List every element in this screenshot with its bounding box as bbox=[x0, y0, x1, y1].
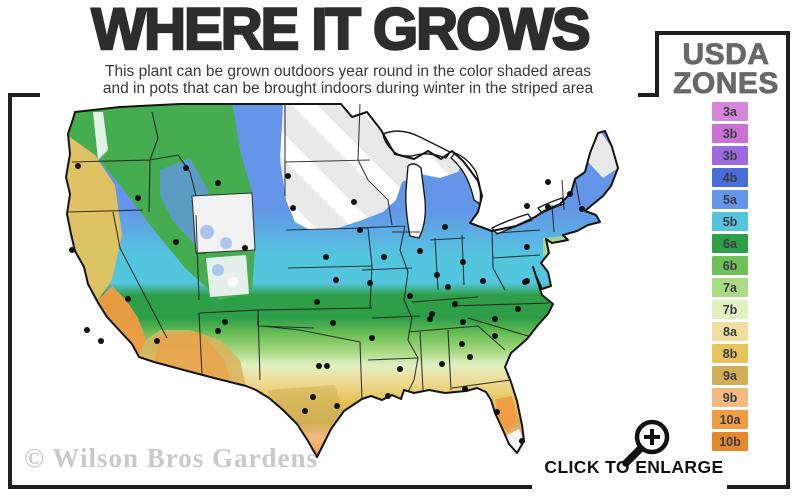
us-outline bbox=[65, 103, 619, 458]
legend-title-zones: ZONES bbox=[673, 67, 779, 101]
frame-left-border bbox=[8, 93, 12, 489]
legend-zone-8b: 8b bbox=[712, 344, 748, 363]
legend-zone-5a: 5a bbox=[712, 190, 748, 209]
legend-zone-3b: 3b bbox=[712, 146, 748, 165]
page-title: WHERE IT GROWS bbox=[90, 0, 592, 62]
legend-zone-3b: 3b bbox=[712, 124, 748, 143]
subtitle-line-2: and in pots that can be brought indoors … bbox=[102, 80, 594, 97]
legend-title-usda: USDA bbox=[682, 38, 770, 71]
legend-zone-10b: 10b bbox=[712, 432, 748, 451]
zone-legend: 3a 3b 3b 4b 5a 5b 6a 6b 7a 7b 8a 8b 9a 9b 10a 10b bbox=[712, 102, 748, 454]
legend-zone-8a: 8a bbox=[712, 322, 748, 341]
legend-zone-7b: 7b bbox=[712, 300, 748, 319]
legend-zone-5b: 5b bbox=[712, 212, 748, 231]
subtitle-line-1: This plant can be grown outdoors year ro… bbox=[105, 63, 591, 80]
city-dots bbox=[69, 163, 585, 444]
zone-shading bbox=[66, 104, 618, 457]
watermark: © Wilson Bros Gardens bbox=[24, 443, 318, 473]
legend-zone-9b: 9b bbox=[712, 388, 748, 407]
frame-step-vertical bbox=[655, 31, 659, 97]
frame-right-border bbox=[786, 31, 790, 489]
legend-zone-3a: 3a bbox=[712, 102, 748, 121]
frame-bottom-right bbox=[727, 485, 790, 489]
legend-zone-10a: 10a bbox=[712, 410, 748, 429]
click-to-enlarge-label[interactable]: CLICK TO ENLARGE bbox=[544, 457, 724, 477]
frame-bottom-left bbox=[8, 485, 532, 489]
frame-topright-run bbox=[655, 31, 790, 35]
legend-zone-7a: 7a bbox=[712, 278, 748, 297]
legend-title: USDA ZONES bbox=[662, 38, 790, 101]
legend-zone-4b: 4b bbox=[712, 168, 748, 187]
striped-area bbox=[280, 104, 463, 230]
magnifier-plus-icon[interactable] bbox=[608, 414, 686, 472]
legend-zone-9a: 9a bbox=[712, 366, 748, 385]
legend-zone-6b: 6b bbox=[712, 256, 748, 275]
frame-step-dash bbox=[638, 93, 659, 97]
frame-topleft-dash bbox=[8, 93, 40, 97]
state-borders bbox=[66, 103, 581, 401]
legend-zone-6a: 6a bbox=[712, 234, 748, 253]
